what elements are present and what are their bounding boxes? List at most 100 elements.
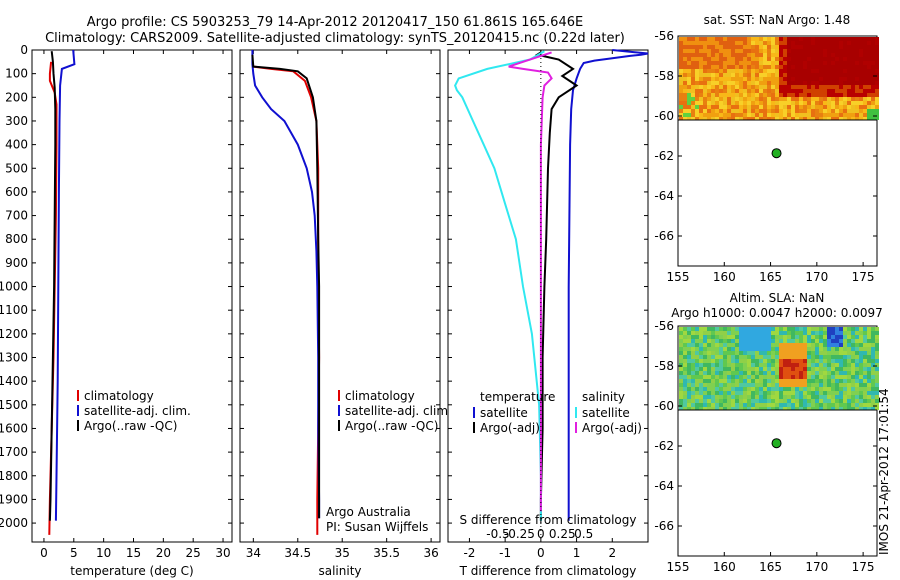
sla_map-field-cell (691, 331, 695, 335)
sla_map-field-cell (703, 363, 707, 367)
sla_map-field-cell (835, 383, 839, 387)
sst_map-field-cell (775, 77, 779, 81)
sla_map-field-cell (707, 347, 711, 351)
sst_map-field-cell (727, 69, 731, 73)
sla_map-field-cell (799, 383, 803, 387)
sla_map-field-cell (855, 371, 859, 375)
sla_map-field-cell (863, 367, 867, 371)
sla_map-field-cell (839, 327, 843, 331)
sla_map-field-cell (867, 367, 871, 371)
sla_map-field-cell (711, 395, 715, 399)
sst_map-field-cell (795, 81, 799, 85)
sst_map-field-cell (855, 45, 859, 49)
sla_map-field-cell (779, 351, 783, 355)
sst_map-field-cell (819, 89, 823, 93)
sla_map-field-cell (799, 339, 803, 343)
sla_map-field-cell (747, 395, 751, 399)
sst_map-field-cell (819, 105, 823, 109)
sst_map-field-cell (775, 113, 779, 117)
temperature-xtick-label: 0 (40, 546, 48, 560)
sst_map-field-cell (831, 97, 835, 101)
sst_map-field-cell (827, 113, 831, 117)
sst_map-field-cell (843, 37, 847, 41)
sst_map-field-cell (683, 101, 687, 105)
sst_map-field-cell (723, 41, 727, 45)
sst_map-field-cell (827, 69, 831, 73)
temperature-axes-box (31, 49, 233, 543)
sst_map-field-cell (767, 97, 771, 101)
sst_map-field-cell (783, 109, 787, 113)
sla_map-field-cell (783, 391, 787, 395)
sst_map-field-cell (807, 97, 811, 101)
sst_map-field-cell (827, 105, 831, 109)
sst_map-field-cell (707, 37, 711, 41)
sst_map-field-cell (875, 53, 879, 57)
sla_map-field-cell (819, 367, 823, 371)
sla_map-field-cell (823, 335, 827, 339)
sla_map-field-cell (779, 343, 783, 347)
sla_map-field-cell (871, 347, 875, 351)
sla_map-field-cell (687, 407, 691, 410)
sst_map-field-cell (811, 41, 815, 45)
sla_map-field-cell (703, 379, 707, 383)
sst_map-field-cell (811, 57, 815, 61)
sla_map-field-cell (787, 379, 791, 383)
sst_map-field-cell (839, 105, 843, 109)
sst_map-field-cell (859, 81, 863, 85)
sst_map-field-cell (775, 109, 779, 113)
sla_map-field-cell (815, 379, 819, 383)
sla_map-field-cell (687, 375, 691, 379)
sst_map-field-cell (715, 45, 719, 49)
sla_map-field-cell (851, 355, 855, 359)
sla_map-field-cell (783, 351, 787, 355)
sla_map-field-cell (723, 383, 727, 387)
sla_map-field-cell (831, 387, 835, 391)
sst_map-field-cell (839, 45, 843, 49)
sst_map-field-cell (767, 89, 771, 93)
sla_map-field-cell (839, 347, 843, 351)
sst_map-field-cell (727, 81, 731, 85)
sla_map-field-cell (871, 335, 875, 339)
sst_map-field-cell (751, 45, 755, 49)
sst_map-field-cell (803, 61, 807, 65)
sla_map-field-cell (751, 391, 755, 395)
sst_map-field-cell (691, 57, 695, 61)
sla_map-field-cell (823, 359, 827, 363)
sla_map-field-cell (791, 399, 795, 403)
sst_map-field-cell (711, 109, 715, 113)
sla_map-field-cell (711, 331, 715, 335)
sla_map-field-cell (827, 335, 831, 339)
sst_map-field-cell (795, 113, 799, 117)
sla_map-field-cell (875, 339, 879, 343)
sla_map-field-cell (695, 375, 699, 379)
sst_map-field-cell (795, 53, 799, 57)
sla_map-field-cell (799, 399, 803, 403)
sst_map-field-cell (743, 97, 747, 101)
sst_map-field-cell (803, 117, 807, 120)
sla_map-field-cell (687, 371, 691, 375)
sst_map-field-cell (727, 49, 731, 53)
sst_map-field-cell (799, 101, 803, 105)
sst_map-field-cell (707, 97, 711, 101)
sla_map-field-cell (823, 371, 827, 375)
sla_map-field-cell (815, 363, 819, 367)
sla_map-field-cell (823, 339, 827, 343)
sst_map-field-cell (779, 105, 783, 109)
sla_map-field-cell (771, 375, 775, 379)
sla_map-field-cell (783, 399, 787, 403)
sla_map-field-cell (803, 403, 807, 407)
sst_map-field-cell (803, 101, 807, 105)
sst_map-field-cell (723, 85, 727, 89)
sla_map-field-cell (699, 379, 703, 383)
sst_map-field-cell (747, 85, 751, 89)
sst_map-field-cell (771, 81, 775, 85)
sst_map-field-cell (759, 53, 763, 57)
sst_map-field-cell (835, 45, 839, 49)
sst_map-field-cell (763, 89, 767, 93)
sla_map-field-cell (755, 391, 759, 395)
sst_map-field-cell (755, 113, 759, 117)
sst_map-field-cell (831, 57, 835, 61)
sla_map-field-cell (767, 367, 771, 371)
sla_map-field-cell (835, 343, 839, 347)
sla_map-field-cell (815, 375, 819, 379)
